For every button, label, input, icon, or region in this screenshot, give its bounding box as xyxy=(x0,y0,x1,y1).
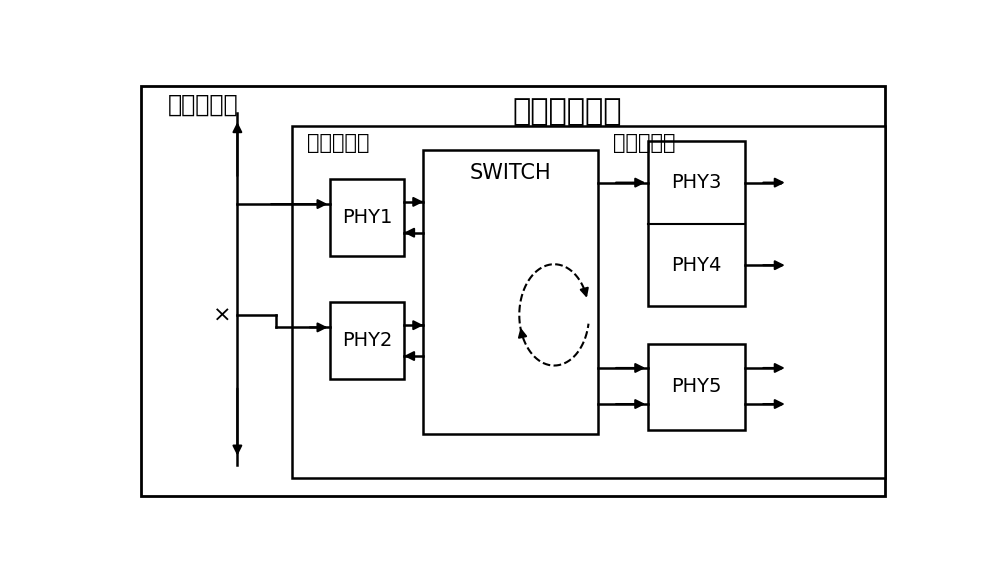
Text: PHY3: PHY3 xyxy=(671,173,722,192)
Bar xyxy=(648,141,745,307)
Text: PHY2: PHY2 xyxy=(342,331,392,350)
Bar xyxy=(648,344,745,430)
Bar xyxy=(330,302,404,379)
Bar xyxy=(292,126,885,478)
Text: 以太网分路器: 以太网分路器 xyxy=(512,97,622,126)
Text: PHY1: PHY1 xyxy=(342,208,392,227)
Text: 以太网链路: 以太网链路 xyxy=(168,93,238,117)
Text: ×: × xyxy=(213,305,231,325)
Bar xyxy=(423,150,598,434)
Text: SWITCH: SWITCH xyxy=(470,164,551,184)
Text: PHY4: PHY4 xyxy=(671,256,722,275)
Text: PHY5: PHY5 xyxy=(671,378,722,396)
Text: 监控侧端口: 监控侧端口 xyxy=(613,133,676,153)
Bar xyxy=(330,178,404,256)
Text: 网络侧端口: 网络侧端口 xyxy=(307,133,370,153)
